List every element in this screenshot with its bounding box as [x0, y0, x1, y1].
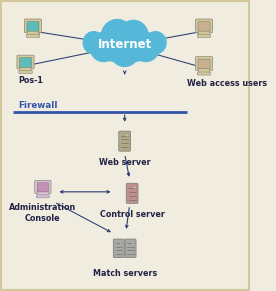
FancyBboxPatch shape: [195, 57, 213, 70]
Ellipse shape: [90, 29, 159, 62]
FancyBboxPatch shape: [126, 183, 138, 203]
Ellipse shape: [110, 36, 139, 66]
FancyBboxPatch shape: [38, 191, 48, 196]
FancyBboxPatch shape: [197, 34, 211, 38]
FancyBboxPatch shape: [37, 183, 49, 192]
FancyBboxPatch shape: [197, 72, 211, 75]
FancyBboxPatch shape: [20, 67, 31, 72]
Ellipse shape: [90, 33, 117, 61]
Ellipse shape: [132, 33, 159, 61]
Circle shape: [134, 187, 136, 189]
Text: Pos-1: Pos-1: [18, 76, 43, 85]
FancyBboxPatch shape: [19, 71, 32, 74]
Ellipse shape: [118, 20, 148, 52]
FancyBboxPatch shape: [36, 195, 49, 198]
FancyBboxPatch shape: [26, 34, 40, 38]
Ellipse shape: [83, 32, 104, 54]
Circle shape: [126, 134, 128, 136]
Text: Firewall: Firewall: [18, 101, 58, 109]
Ellipse shape: [101, 19, 133, 54]
Text: Control server: Control server: [100, 210, 164, 219]
Text: Internet: Internet: [97, 38, 152, 51]
Text: Web access users: Web access users: [187, 79, 267, 88]
FancyBboxPatch shape: [119, 131, 131, 151]
FancyBboxPatch shape: [198, 59, 210, 69]
FancyBboxPatch shape: [35, 180, 51, 194]
FancyBboxPatch shape: [125, 239, 136, 258]
FancyBboxPatch shape: [27, 31, 39, 35]
Circle shape: [120, 242, 122, 244]
Text: Web server: Web server: [99, 158, 150, 167]
Text: Match servers: Match servers: [92, 269, 157, 278]
Text: Administration
Console: Administration Console: [9, 203, 76, 223]
FancyBboxPatch shape: [195, 19, 213, 33]
FancyBboxPatch shape: [113, 239, 124, 258]
FancyBboxPatch shape: [20, 58, 31, 67]
FancyBboxPatch shape: [27, 22, 39, 31]
FancyBboxPatch shape: [24, 19, 41, 33]
Ellipse shape: [145, 32, 166, 54]
FancyBboxPatch shape: [17, 55, 34, 69]
FancyBboxPatch shape: [198, 68, 210, 73]
FancyBboxPatch shape: [198, 22, 210, 31]
FancyBboxPatch shape: [198, 31, 210, 35]
Circle shape: [132, 242, 134, 244]
